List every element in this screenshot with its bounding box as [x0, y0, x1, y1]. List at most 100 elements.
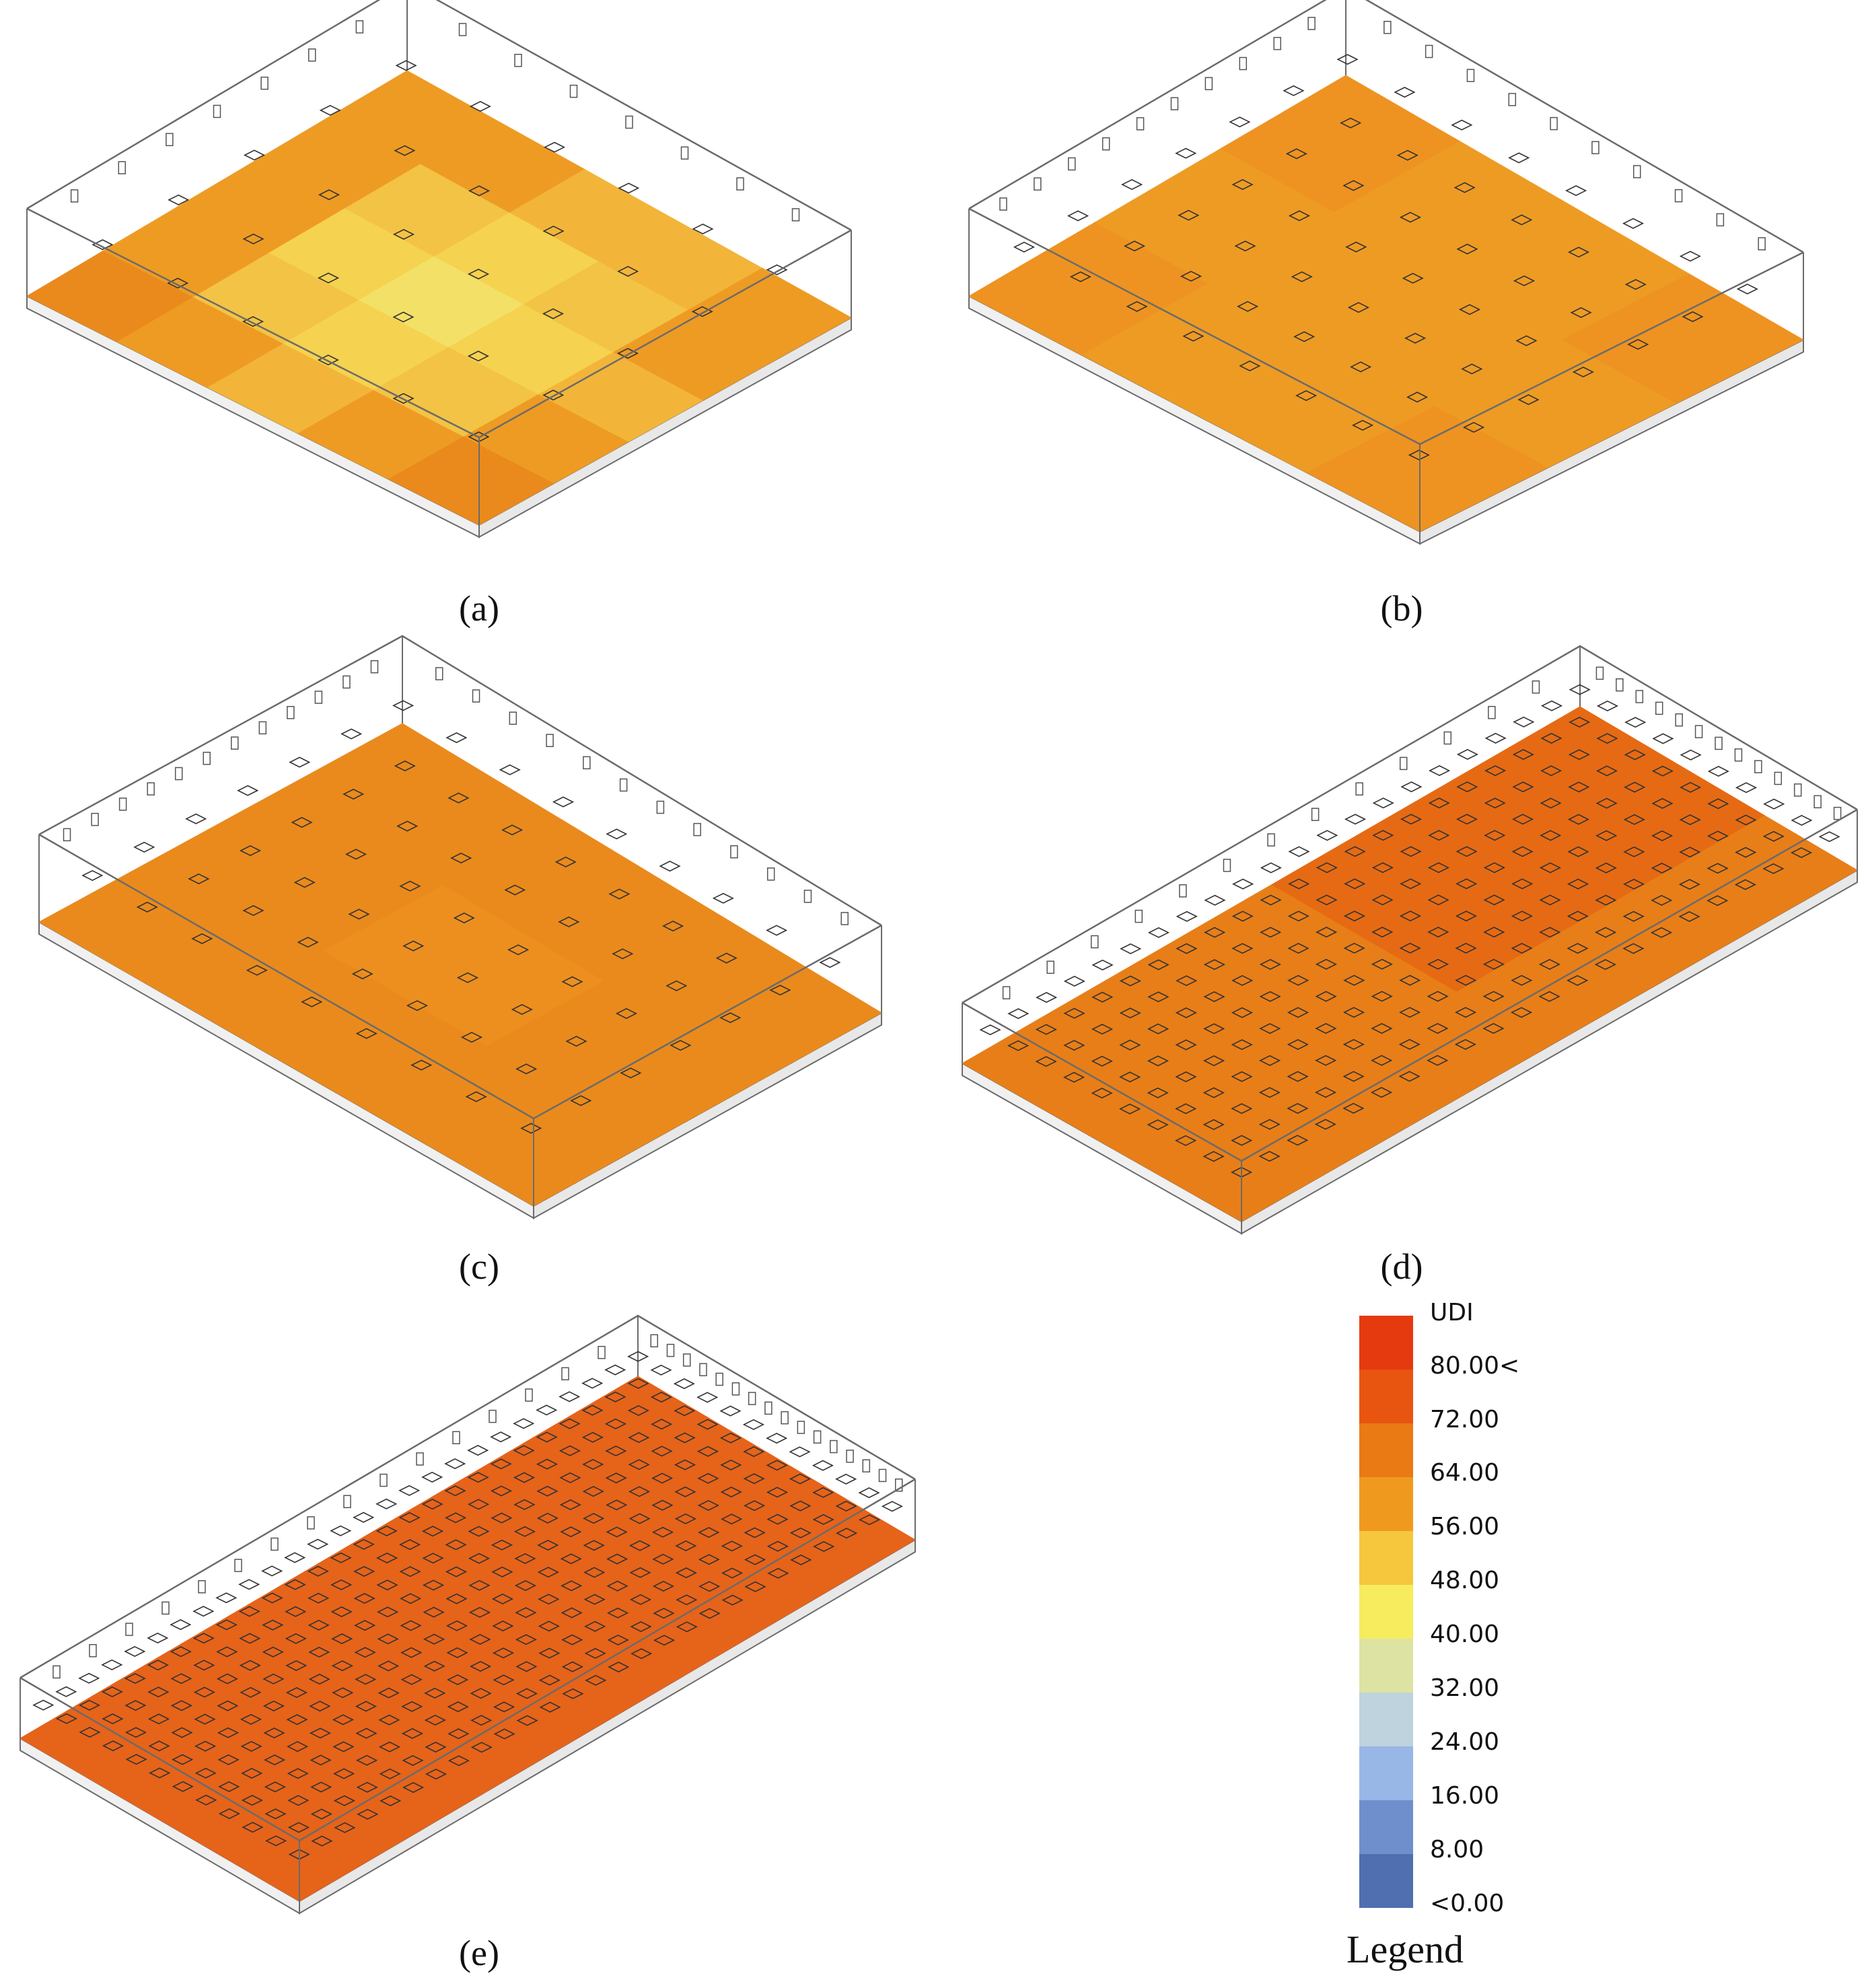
skylight: [345, 849, 367, 860]
skylight: [513, 1526, 536, 1537]
skylight: [1314, 1087, 1337, 1098]
skylight: [195, 1794, 217, 1806]
skylight: [460, 1032, 483, 1043]
skylight: [607, 1607, 629, 1619]
skylight: [719, 1012, 742, 1024]
skylight: [582, 1486, 604, 1497]
skylight: [1567, 911, 1589, 922]
legend-swatch: [1359, 1531, 1413, 1585]
skylight: [1456, 748, 1478, 760]
legend-label-56: 56.00: [1430, 1513, 1499, 1540]
skylight: [101, 1659, 123, 1670]
skylight: [1035, 1056, 1057, 1067]
skylight: [1623, 814, 1645, 825]
skylight: [1707, 830, 1729, 842]
panel-e: [20, 1314, 916, 1915]
legend-label-16: 16.00: [1430, 1782, 1499, 1810]
skylight: [378, 1687, 400, 1699]
skylight: [744, 1581, 766, 1592]
skylight: [170, 1619, 192, 1631]
skylight: [133, 841, 155, 853]
skylight: [264, 1754, 286, 1766]
window: [561, 1367, 569, 1381]
skylight: [628, 1432, 650, 1444]
window: [91, 812, 99, 826]
window: [1632, 165, 1641, 178]
skylight: [554, 856, 577, 867]
skylight: [238, 1579, 260, 1590]
skylight: [55, 1686, 77, 1697]
skylight: [1316, 927, 1338, 938]
skylight: [1231, 1103, 1253, 1114]
window: [260, 76, 268, 90]
legend-label-0: <0.00: [1430, 1890, 1504, 1917]
skylight: [172, 1754, 194, 1765]
window: [52, 1665, 61, 1679]
skylight: [396, 820, 419, 832]
skylight: [1371, 894, 1394, 906]
skylight: [1119, 1007, 1141, 1019]
skylight: [340, 728, 363, 740]
skylight: [1147, 1055, 1169, 1067]
skylight: [1345, 242, 1367, 253]
skylight: [377, 1633, 399, 1645]
skylight: [719, 1432, 742, 1444]
skylight: [447, 1674, 469, 1685]
skylight: [721, 1514, 743, 1525]
legend-swatch: [1359, 1585, 1413, 1639]
skylight: [1258, 1087, 1281, 1098]
skylight: [1203, 1023, 1225, 1034]
skylight: [1231, 974, 1254, 986]
skylight: [217, 1754, 240, 1765]
skylight: [470, 1661, 492, 1672]
skylight: [357, 1808, 379, 1820]
skylight: [55, 1713, 77, 1724]
skylight: [262, 1646, 284, 1658]
skylight: [261, 1592, 283, 1604]
caption-a: (a): [459, 588, 499, 629]
skylight: [215, 1619, 238, 1631]
skylight: [618, 182, 640, 194]
skylight: [355, 1728, 378, 1739]
skylight: [286, 1714, 308, 1726]
window: [736, 177, 744, 190]
window: [1046, 960, 1054, 974]
skylight: [1622, 943, 1645, 954]
skylight: [1204, 894, 1226, 906]
skylight: [424, 1714, 446, 1726]
skylight: [1511, 846, 1534, 857]
skylight: [379, 1768, 401, 1779]
skylight: [331, 1660, 353, 1672]
skylight: [1624, 279, 1647, 290]
skylight: [285, 1687, 308, 1699]
skylight: [287, 1795, 310, 1806]
skylight: [467, 351, 489, 362]
skylight: [351, 968, 373, 980]
skylight: [217, 1727, 240, 1738]
window: [1532, 680, 1540, 694]
window: [307, 1516, 315, 1530]
skylight: [287, 1768, 309, 1779]
window: [1002, 986, 1011, 999]
skylight: [310, 1781, 332, 1793]
skylight: [766, 1487, 789, 1498]
skylight: [720, 1487, 742, 1498]
skylight: [1007, 1008, 1030, 1020]
skylight: [1540, 830, 1562, 841]
skylight: [468, 1499, 490, 1510]
skylight: [1399, 974, 1421, 986]
skylight: [1762, 830, 1785, 842]
skylight: [515, 1063, 538, 1075]
skylight: [354, 1647, 376, 1658]
skylight: [1147, 1087, 1169, 1098]
skylight: [406, 1000, 428, 1011]
skylight: [565, 1036, 587, 1047]
skylight: [581, 1405, 604, 1416]
window: [343, 675, 351, 689]
skylight: [743, 1446, 765, 1457]
skylight: [1512, 749, 1534, 760]
skylight: [559, 1391, 581, 1403]
skylight: [124, 1727, 147, 1738]
skylight: [629, 1567, 651, 1578]
skylight: [493, 1728, 515, 1740]
